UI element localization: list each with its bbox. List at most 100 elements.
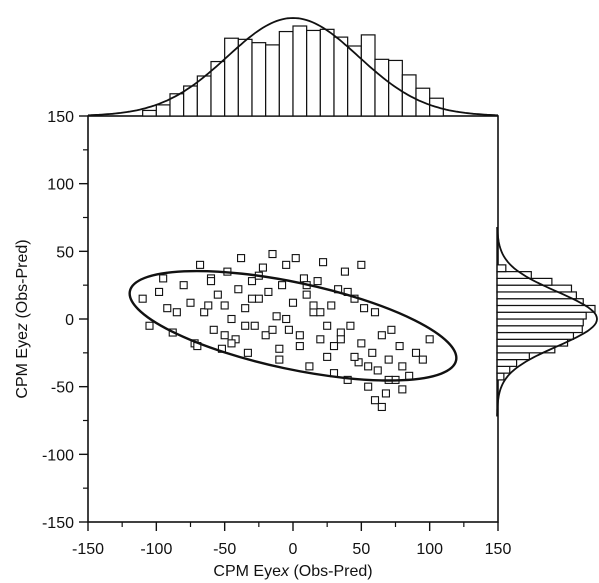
- scatter-point: [254, 294, 263, 303]
- y-histogram-bar: [496, 298, 584, 307]
- y-axis-title-variable: z: [14, 323, 31, 332]
- y-tick-label: -100: [42, 447, 74, 464]
- y-histogram: [496, 226, 598, 417]
- x-histogram-bar: [292, 25, 308, 117]
- x-histogram-bar: [196, 75, 212, 117]
- x-density-curve: [87, 17, 499, 117]
- scatter-point: [272, 312, 281, 321]
- scatter-point: [364, 382, 373, 391]
- x-histogram-bar: [155, 104, 171, 117]
- scatter-point: [282, 314, 291, 324]
- scatter-point: [360, 304, 369, 313]
- y-histogram-bar: [496, 318, 584, 327]
- y-axis-title-prefix: CPM Eye: [14, 331, 31, 399]
- y-histogram-bar: [496, 365, 511, 374]
- y-histogram-bar: [496, 325, 583, 334]
- scatter-point: [163, 304, 172, 313]
- scatter-point: [313, 277, 322, 286]
- scatter-point: [316, 335, 325, 344]
- scatter-point: [159, 274, 168, 283]
- x-histogram-bar: [265, 44, 280, 117]
- y-tick-label: 150: [47, 109, 74, 126]
- scatter-point: [398, 385, 407, 394]
- confidence-ellipse: [128, 269, 458, 382]
- x-histogram: [87, 17, 499, 117]
- scatter-point: [282, 260, 291, 269]
- x-histogram-bar: [374, 58, 390, 117]
- scatter-point: [395, 342, 404, 351]
- scatter-point: [241, 304, 250, 313]
- x-axis-title: CPM Eyex (Obs-Pred): [213, 563, 372, 580]
- scatter-point: [231, 335, 240, 344]
- scatter-point: [302, 290, 311, 299]
- y-histogram-bar: [496, 359, 518, 367]
- y-density-curve: [496, 227, 598, 417]
- y-histogram-bar: [496, 264, 507, 273]
- confidence-ellipse-layer: [128, 269, 458, 382]
- scatter-point: [370, 308, 380, 317]
- x-histogram-bar: [388, 59, 403, 117]
- x-histogram-bar: [142, 109, 157, 117]
- scatter-point: [275, 355, 284, 364]
- x-axis-title-prefix: CPM Eye: [213, 563, 281, 580]
- scatter-point: [377, 402, 386, 412]
- x-tick-label: -150: [72, 541, 104, 558]
- x-histogram-bar: [333, 36, 349, 117]
- x-tick-label: -50: [213, 541, 236, 558]
- scatter-point: [138, 294, 147, 303]
- scatter-point: [209, 325, 218, 334]
- scatter-point: [288, 298, 298, 307]
- x-tick-label: 50: [352, 541, 370, 558]
- x-histogram-bar: [278, 30, 294, 117]
- scatter-point: [250, 321, 259, 330]
- scatter-point: [418, 355, 427, 364]
- scatter-point: [411, 348, 421, 357]
- scatter-point: [179, 281, 188, 290]
- scatter-point: [284, 325, 293, 334]
- scatter-point: [243, 348, 252, 357]
- y-histogram-bar: [496, 311, 587, 320]
- scatter-point: [247, 294, 257, 303]
- scatter-point: [196, 260, 205, 269]
- scatter-point: [237, 254, 246, 263]
- scatter-point: [220, 331, 229, 340]
- scatter-point: [405, 371, 414, 380]
- scatter-point: [155, 287, 164, 296]
- scatter-point: [234, 285, 243, 294]
- scatter-point: [227, 339, 236, 348]
- scatter-point: [346, 321, 355, 330]
- scatter-point: [327, 301, 336, 310]
- scatter-point: [261, 331, 270, 340]
- scatter-point: [377, 331, 386, 340]
- scatter-point: [241, 321, 250, 330]
- scatter-point: [364, 362, 373, 371]
- scatter-point: [370, 396, 380, 405]
- y-histogram-bar: [496, 277, 553, 286]
- scatter-point: [299, 274, 308, 283]
- scatter-point: [350, 352, 359, 361]
- scatter-point: [264, 287, 273, 296]
- y-tick-label: 100: [47, 177, 74, 194]
- scatter-point: [384, 355, 393, 364]
- scatter-point: [206, 277, 216, 286]
- x-tick-label: 100: [416, 541, 443, 558]
- y-axis-title: CPM Eyez (Obs-Pred): [14, 239, 31, 398]
- scatter-point: [213, 290, 222, 299]
- scatter-point: [172, 308, 181, 317]
- scatter-point: [247, 277, 257, 286]
- axis-ticks: -150 -100 -50 0 50 100 150 150 100 50 0 -50 -100 -150: [42, 109, 511, 558]
- x-histogram-bar: [360, 34, 376, 117]
- scatter-point: [340, 267, 349, 276]
- scatter-point: [425, 335, 434, 344]
- x-histogram-bar: [319, 28, 335, 117]
- x-histogram-bar: [306, 29, 321, 117]
- x-histogram-bar: [224, 37, 239, 117]
- scatter-point: [329, 342, 339, 351]
- scatter-point: [387, 325, 396, 334]
- x-tick-label: -100: [140, 541, 172, 558]
- y-tick-label: -150: [42, 515, 74, 532]
- scatter-point: [268, 249, 277, 259]
- scatter-point: [309, 308, 318, 317]
- scatter-point: [316, 308, 325, 317]
